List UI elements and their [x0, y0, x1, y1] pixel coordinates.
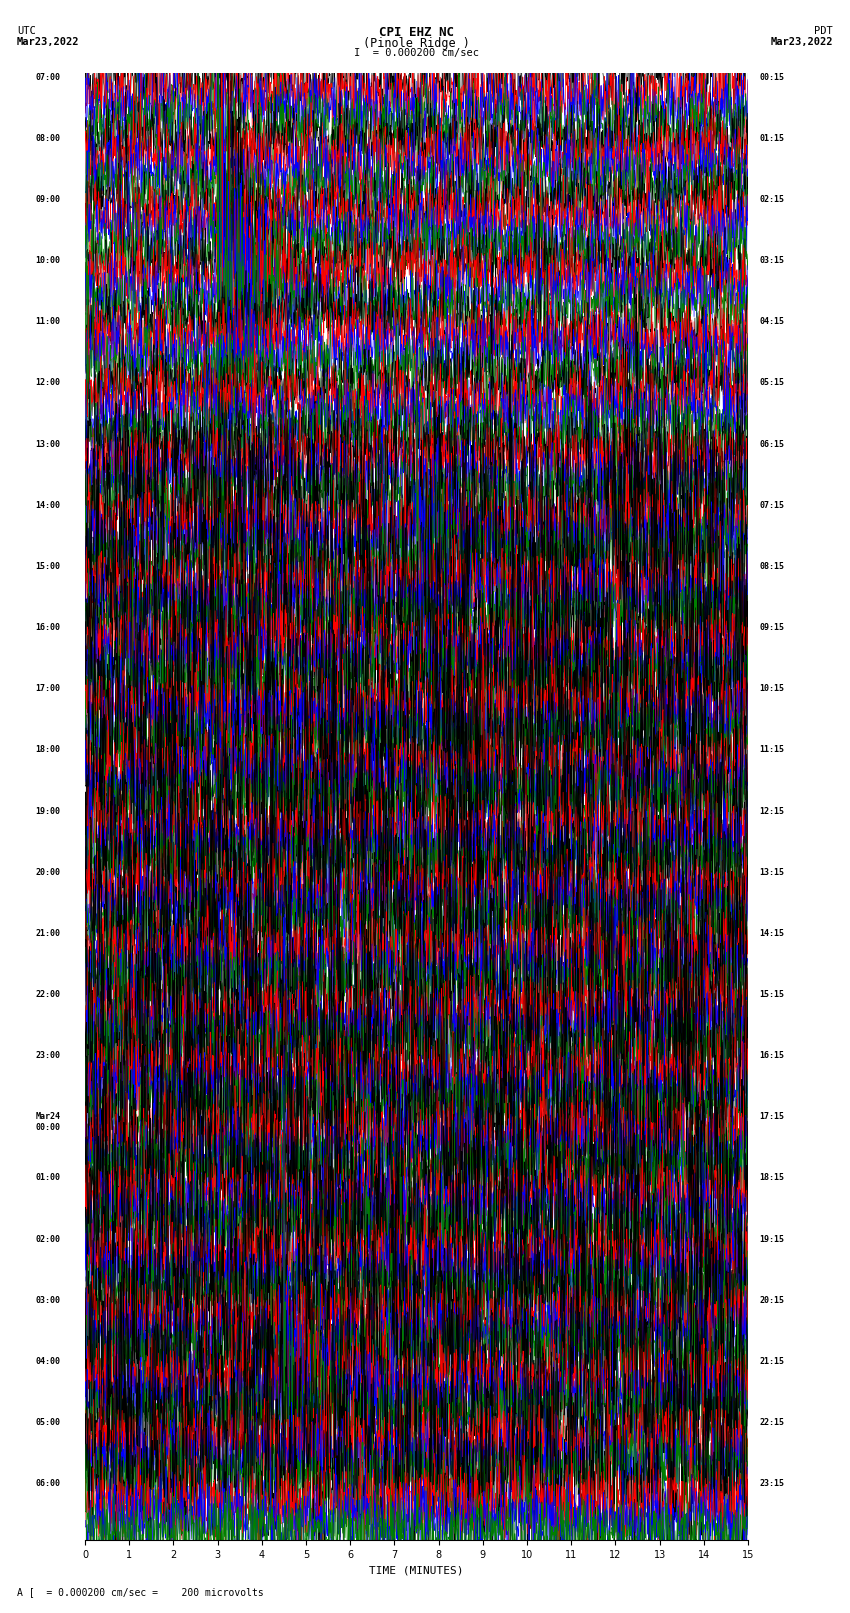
Text: 12:15: 12:15 — [759, 806, 784, 816]
Text: PDT: PDT — [814, 26, 833, 35]
Text: 00:15: 00:15 — [759, 73, 784, 82]
Text: 20:15: 20:15 — [759, 1295, 784, 1305]
Text: 09:00: 09:00 — [36, 195, 60, 203]
Text: 17:15: 17:15 — [759, 1113, 784, 1121]
Text: Mar23,2022: Mar23,2022 — [770, 37, 833, 47]
Text: 14:15: 14:15 — [759, 929, 784, 937]
Text: 02:15: 02:15 — [759, 195, 784, 203]
Text: 01:15: 01:15 — [759, 134, 784, 142]
Text: 23:00: 23:00 — [36, 1052, 60, 1060]
Text: 15:00: 15:00 — [36, 561, 60, 571]
Text: 13:00: 13:00 — [36, 440, 60, 448]
Text: 19:15: 19:15 — [759, 1234, 784, 1244]
Text: 10:15: 10:15 — [759, 684, 784, 694]
Text: 03:00: 03:00 — [36, 1295, 60, 1305]
Text: A [  = 0.000200 cm/sec =    200 microvolts: A [ = 0.000200 cm/sec = 200 microvolts — [17, 1587, 264, 1597]
Text: 15:15: 15:15 — [759, 990, 784, 998]
Text: UTC: UTC — [17, 26, 36, 35]
Text: 10:00: 10:00 — [36, 256, 60, 265]
Text: 18:15: 18:15 — [759, 1174, 784, 1182]
Text: 21:00: 21:00 — [36, 929, 60, 937]
Text: 18:00: 18:00 — [36, 745, 60, 755]
Text: 13:15: 13:15 — [759, 868, 784, 876]
Text: 03:15: 03:15 — [759, 256, 784, 265]
Text: 05:00: 05:00 — [36, 1418, 60, 1428]
Text: I  = 0.000200 cm/sec: I = 0.000200 cm/sec — [354, 48, 479, 58]
Text: 22:00: 22:00 — [36, 990, 60, 998]
Text: 23:15: 23:15 — [759, 1479, 784, 1489]
Text: 17:00: 17:00 — [36, 684, 60, 694]
Text: 04:15: 04:15 — [759, 318, 784, 326]
Text: 16:00: 16:00 — [36, 623, 60, 632]
Text: 11:15: 11:15 — [759, 745, 784, 755]
Text: 12:00: 12:00 — [36, 379, 60, 387]
Text: 07:00: 07:00 — [36, 73, 60, 82]
Text: 02:00: 02:00 — [36, 1234, 60, 1244]
Text: 06:00: 06:00 — [36, 1479, 60, 1489]
Text: 22:15: 22:15 — [759, 1418, 784, 1428]
Text: 01:00: 01:00 — [36, 1174, 60, 1182]
Text: 19:00: 19:00 — [36, 806, 60, 816]
Text: 09:15: 09:15 — [759, 623, 784, 632]
Text: 11:00: 11:00 — [36, 318, 60, 326]
Text: 08:15: 08:15 — [759, 561, 784, 571]
Text: 06:15: 06:15 — [759, 440, 784, 448]
Text: 20:00: 20:00 — [36, 868, 60, 876]
X-axis label: TIME (MINUTES): TIME (MINUTES) — [369, 1566, 464, 1576]
Text: 21:15: 21:15 — [759, 1357, 784, 1366]
Text: CPI EHZ NC: CPI EHZ NC — [379, 26, 454, 39]
Text: 14:00: 14:00 — [36, 500, 60, 510]
Text: Mar23,2022: Mar23,2022 — [17, 37, 80, 47]
Text: 05:15: 05:15 — [759, 379, 784, 387]
Text: (Pinole Ridge ): (Pinole Ridge ) — [363, 37, 470, 50]
Text: 04:00: 04:00 — [36, 1357, 60, 1366]
Text: 08:00: 08:00 — [36, 134, 60, 142]
Text: 16:15: 16:15 — [759, 1052, 784, 1060]
Text: 07:15: 07:15 — [759, 500, 784, 510]
Text: Mar24
00:00: Mar24 00:00 — [36, 1113, 60, 1132]
